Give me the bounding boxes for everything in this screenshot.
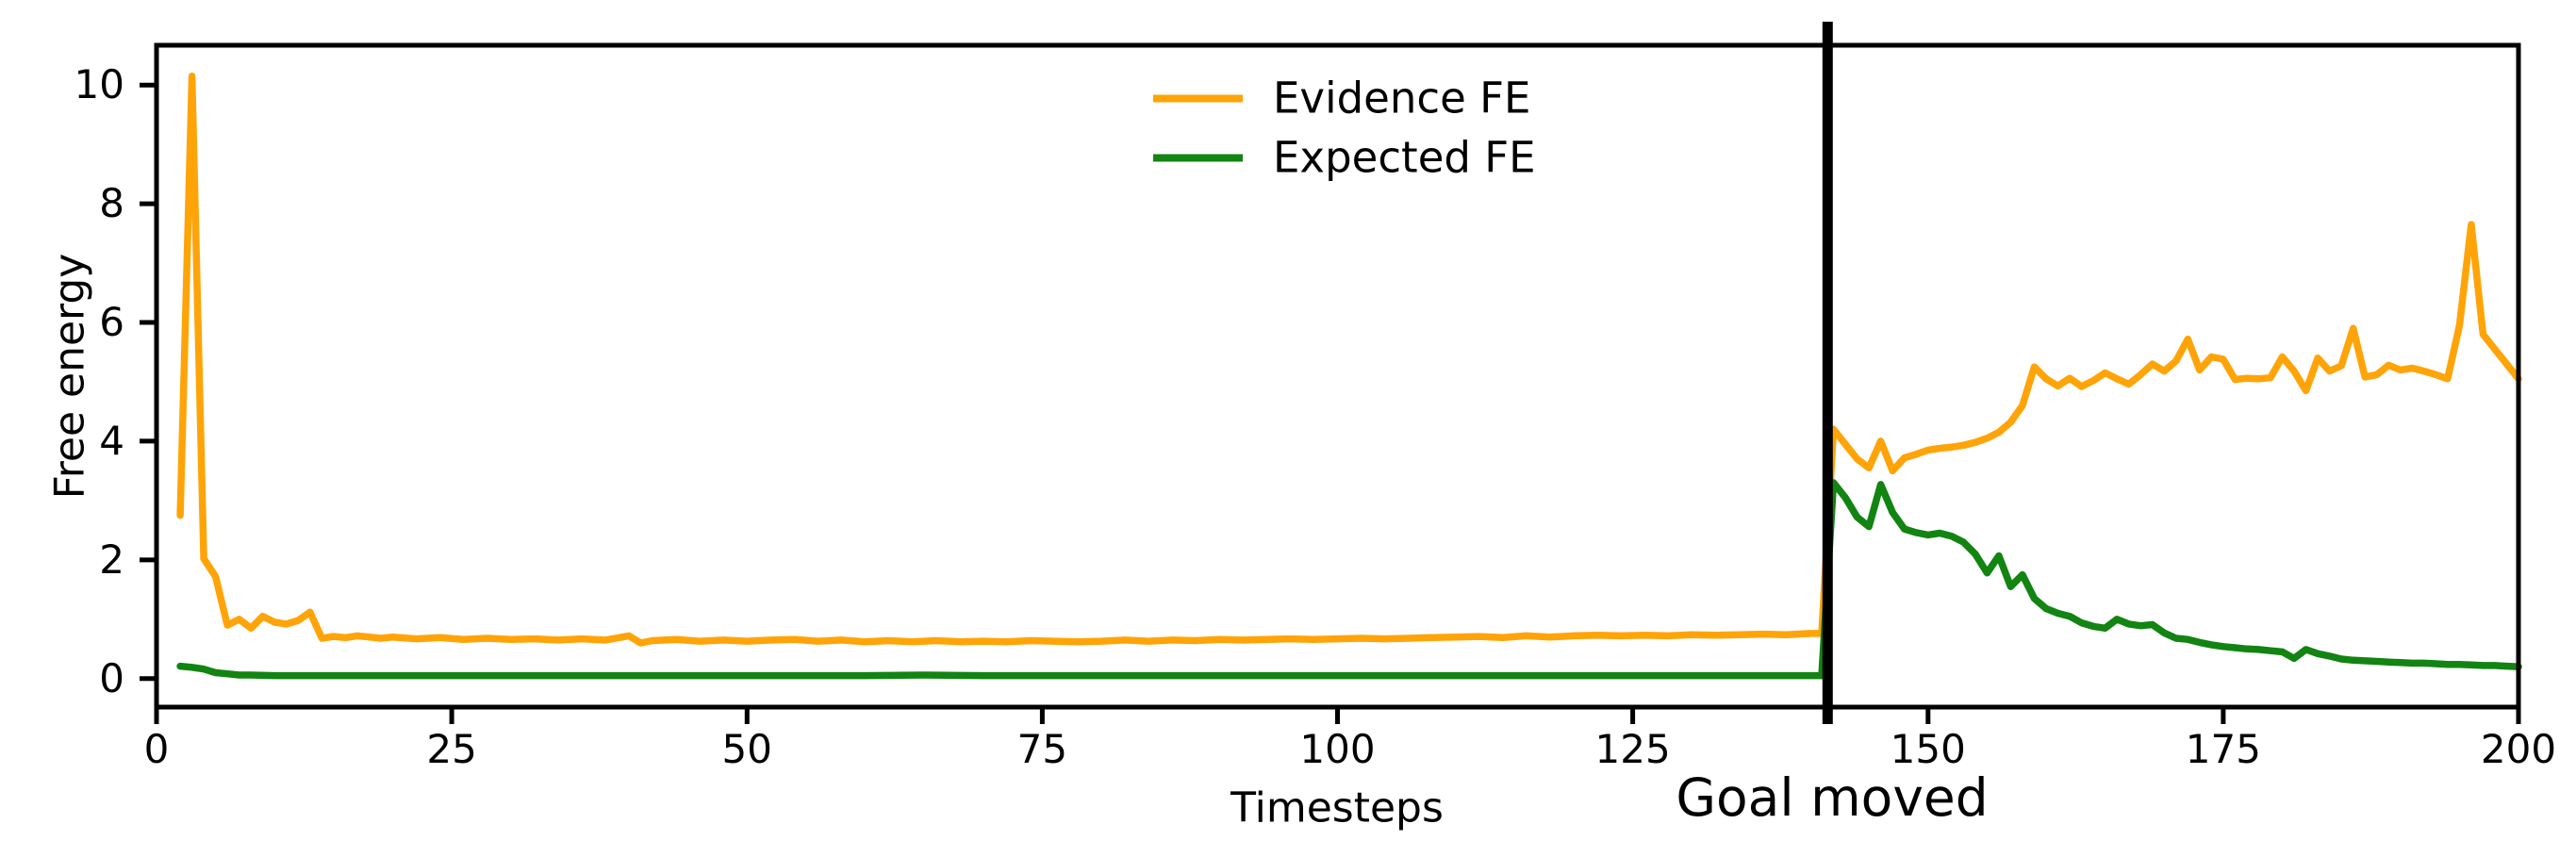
legend-entry-evidence-fe: Evidence FE — [1153, 77, 1530, 120]
y-axis-label: Free energy — [45, 253, 94, 500]
y-tick-label-0: 0 — [99, 654, 124, 701]
x-tick-label-150: 150 — [1890, 726, 1966, 772]
x-tick-label-125: 125 — [1594, 726, 1671, 772]
expected-fe-line-swatch — [1153, 154, 1243, 161]
expected-fe-line — [176, 479, 2522, 680]
y-tick-label-6: 6 — [99, 299, 124, 346]
x-tick-label-175: 175 — [2185, 726, 2261, 772]
x-tick-label-100: 100 — [1299, 726, 1376, 772]
goal-moved-annotation: Goal moved — [1676, 767, 1989, 828]
x-tick-label-75: 75 — [1016, 726, 1068, 772]
evidence-fe-line-swatch — [1153, 94, 1243, 102]
legend-label-evidence-fe: Evidence FE — [1273, 73, 1531, 124]
x-tick-label-50: 50 — [721, 726, 772, 772]
legend-entry-expected-fe: Expected FE — [1153, 137, 1536, 179]
x-tick-label-25: 25 — [426, 726, 477, 772]
y-tick-label-2: 2 — [99, 536, 124, 583]
y-tick-label-10: 10 — [74, 61, 124, 108]
legend-label-expected-fe: Expected FE — [1273, 132, 1536, 183]
y-tick-label-4: 4 — [99, 417, 124, 464]
evidence-fe-line — [176, 72, 2522, 647]
x-axis-label: Timesteps — [1230, 783, 1444, 832]
x-tick-label-200: 200 — [2480, 726, 2557, 772]
x-tick-label-0: 0 — [143, 726, 170, 772]
y-tick-label-8: 8 — [99, 180, 124, 227]
